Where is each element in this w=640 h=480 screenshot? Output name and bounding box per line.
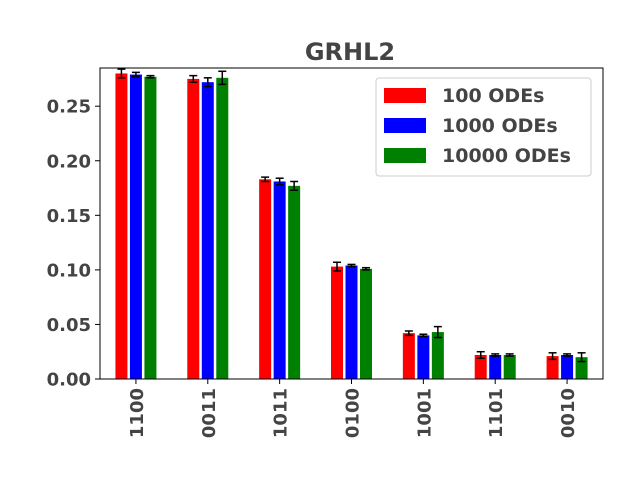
bar-1100-0	[115, 73, 128, 379]
y-axis: 0.00 0.05 0.10 0.15 0.20 0.25	[47, 97, 100, 391]
y-tick-label-0.05: 0.05	[47, 315, 91, 336]
legend-box	[375, 77, 592, 177]
legend-swatch-1	[384, 118, 426, 133]
bar-0100-1	[345, 265, 358, 379]
y-tick-label-0.15: 0.15	[47, 206, 91, 227]
bar-1001-1	[417, 335, 430, 379]
bar-0011-0	[187, 78, 200, 379]
y-tick-label-0.25: 0.25	[47, 97, 91, 118]
x-axis: 1100 0011 1011 0100 1001 1101 0010	[127, 379, 579, 438]
legend-label-1: 1000 ODEs	[442, 115, 558, 137]
bar-1101-1	[489, 354, 502, 379]
y-tick-label-0.10: 0.10	[47, 260, 91, 281]
bar-1100-2	[144, 76, 157, 379]
x-tick-label-1100: 1100	[127, 388, 148, 438]
bar-0010-2	[575, 357, 588, 379]
legend-swatch-0	[384, 88, 426, 103]
bar-0011-2	[216, 77, 229, 380]
x-tick-label-1101: 1101	[486, 388, 507, 438]
chart-title: GRHL2	[305, 38, 395, 66]
legend-label-2: 10000 ODEs	[442, 145, 571, 167]
x-tick-label-1011: 1011	[271, 388, 292, 438]
x-tick-label-1001: 1001	[414, 388, 435, 438]
bar-0100-2	[360, 268, 372, 379]
bar-0010-0	[546, 356, 559, 379]
bar-1011-2	[288, 185, 301, 379]
legend: 100 ODEs 1000 ODEs 10000 ODEs	[375, 77, 592, 177]
bar-1011-1	[273, 181, 286, 379]
legend-label-0: 100 ODEs	[442, 85, 545, 107]
bar-1001-2	[431, 332, 444, 379]
y-tick-label-0.00: 0.00	[47, 370, 91, 391]
bar-1101-2	[503, 354, 516, 379]
bar-1001-0	[402, 333, 415, 379]
bar-0011-1	[201, 82, 214, 379]
bar-1100-1	[129, 74, 142, 380]
x-tick-label-0011: 0011	[199, 388, 220, 438]
bar-0100-0	[331, 266, 343, 379]
y-tick-label-0.20: 0.20	[47, 151, 91, 172]
x-tick-label-0100: 0100	[343, 388, 364, 438]
bar-1101-0	[474, 354, 487, 379]
x-tick-label-0010: 0010	[558, 388, 579, 438]
bar-0010-1	[561, 354, 574, 379]
bar-1011-0	[259, 179, 272, 379]
plot-area	[99, 67, 604, 380]
legend-swatch-2	[384, 148, 426, 163]
